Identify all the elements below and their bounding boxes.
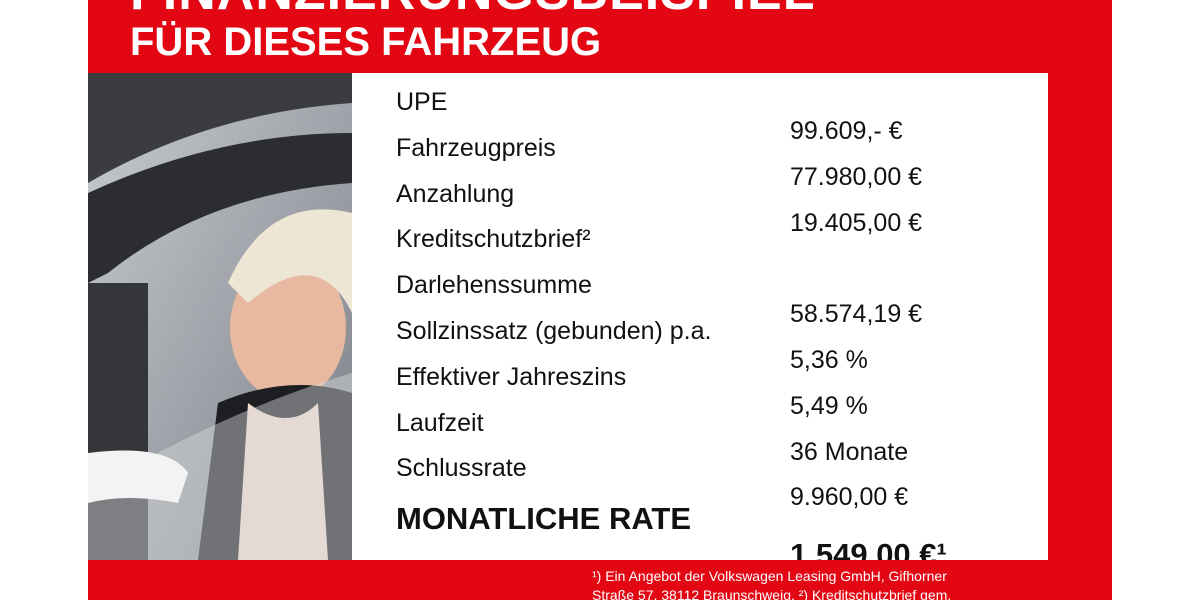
table-row: Anzahlung 19.405,00 € xyxy=(396,179,922,237)
table-row: MONATLICHE RATE 1.549,00 €¹ xyxy=(396,501,947,560)
row-label: Fahrzeugpreis xyxy=(396,133,556,162)
table-row: Darlehenssumme 58.574,19 € xyxy=(396,271,922,328)
row-label: Darlehenssumme xyxy=(396,271,592,300)
row-value: 1.549,00 €¹ xyxy=(790,537,947,560)
table-row: Sollzinssatz (gebunden) p.a. 5,36 % xyxy=(396,317,868,374)
photo xyxy=(88,73,352,560)
table-row: Kreditschutzbrief² xyxy=(396,225,591,254)
row-value: 58.574,19 € xyxy=(790,300,923,329)
title: FINANZIERUNGSBEISPIEL xyxy=(130,0,816,22)
footnote-line: ¹) Ein Angebot der Volkswagen Leasing Gm… xyxy=(592,568,947,584)
table-row: Laufzeit 36 Monate xyxy=(396,408,908,466)
row-label: Anzahlung xyxy=(396,179,515,208)
row-label: Effektiver Jahreszins xyxy=(396,362,627,391)
footnote-line: Straße 57, 38112 Braunschweig. ²) Kredit… xyxy=(592,587,952,600)
row-value: 19.405,00 € xyxy=(790,208,923,237)
row-label: Schlussrate xyxy=(396,454,527,483)
row-label: Sollzinssatz (gebunden) p.a. xyxy=(396,317,712,345)
row-label: MONATLICHE RATE xyxy=(396,501,692,536)
row-value: 5,49 % xyxy=(790,391,868,420)
row-value: 77.980,00 € xyxy=(790,162,923,191)
row-value: 99.609,- € xyxy=(790,117,903,145)
offer-box: UPE 99.609,- € Fahrzeugpreis 77.980,00 € Anz… xyxy=(88,73,1048,560)
row-value: 9.960,00 € xyxy=(790,483,909,512)
subtitle: FÜR DIESES FAHRZEUG xyxy=(130,20,602,64)
row-value: 36 Monate xyxy=(790,437,909,466)
row-label: Laufzeit xyxy=(396,408,484,437)
table-row: Schlussrate 9.960,00 € xyxy=(396,454,908,511)
row-label: UPE xyxy=(396,88,448,116)
row-value: 5,36 % xyxy=(790,346,868,374)
row-label: Kreditschutzbrief² xyxy=(396,225,591,254)
table-row: Fahrzeugpreis 77.980,00 € xyxy=(396,133,922,191)
table-row: Effektiver Jahreszins 5,49 % xyxy=(396,362,868,420)
red-panel: FINANZIERUNGSBEISPIEL FÜR DIESES FAHRZEU… xyxy=(88,0,1112,600)
table-row: UPE 99.609,- € xyxy=(396,88,903,145)
